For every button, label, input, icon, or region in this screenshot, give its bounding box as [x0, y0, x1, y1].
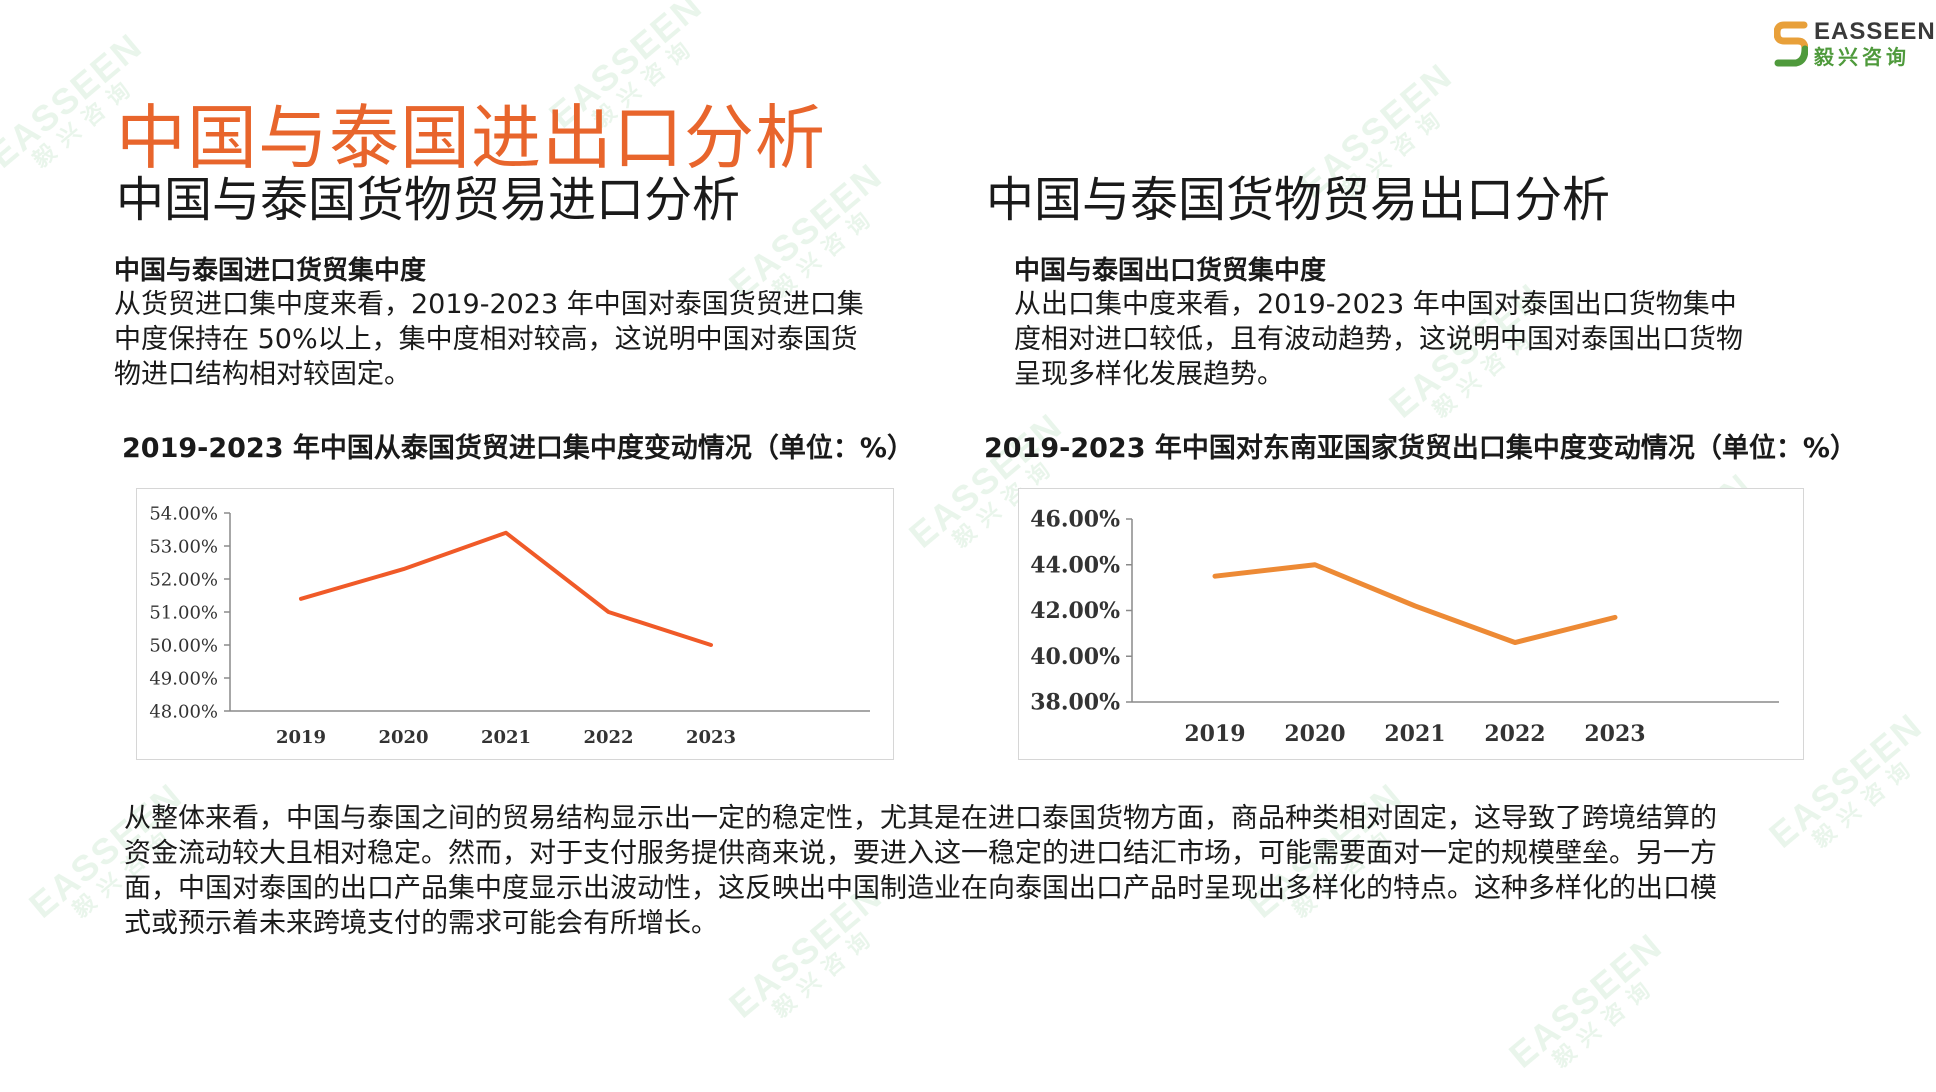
import-y-tick-label: 50.00%	[149, 635, 218, 656]
export-x-tick-label: 2023	[1584, 721, 1645, 747]
import-y-tick-label: 54.00%	[149, 503, 218, 524]
logo-s-icon	[1774, 21, 1808, 66]
watermark-text-cn: 毅兴咨询	[767, 201, 883, 303]
summary-line: 式或预示着未来跨境支付的需求可能会有所增长。	[124, 908, 718, 939]
import-data-point	[504, 531, 508, 535]
import-y-tick-label: 48.00%	[149, 701, 218, 722]
import-section-title: 中国与泰国货物贸易进口分析	[116, 172, 741, 228]
import-y-tick-label: 49.00%	[149, 668, 218, 689]
export-paragraph-line: 从出口集中度来看，2019-2023 年中国对泰国出口货物集中	[1014, 289, 1737, 320]
import-data-point	[709, 643, 713, 647]
import-x-tick-label: 2023	[686, 727, 736, 748]
import-y-tick-label: 53.00%	[149, 536, 218, 557]
summary-line: 从整体来看，中国与泰国之间的贸易结构显示出一定的稳定性，尤其是在进口泰国货物方面…	[124, 803, 1717, 834]
export-data-point	[1213, 574, 1217, 578]
export-chart-title: 2019-2023 年中国对东南亚国家货贸出口集中度变动情况（单位：%）	[984, 433, 1857, 464]
export-y-tick-label: 42.00%	[1030, 598, 1120, 624]
import-x-tick-label: 2022	[583, 727, 633, 748]
import-y-tick-label: 52.00%	[149, 569, 218, 590]
export-section-title: 中国与泰国货物贸易出口分析	[986, 172, 1611, 228]
import-y-tick-label: 51.00%	[149, 602, 218, 623]
export-paragraph-line: 呈现多样化发展趋势。	[1014, 359, 1284, 390]
import-chart: 54.00% 53.00% 52.00% 51.00% 50.00% 49.00% 48.0…	[136, 488, 894, 760]
export-data-point	[1313, 563, 1317, 567]
export-paragraph-line: 度相对进口较低，且有波动趋势，这说明中国对泰国出口货物	[1014, 324, 1743, 355]
export-x-tick-label: 2022	[1484, 721, 1545, 747]
export-data-point	[1413, 604, 1417, 608]
import-paragraph-line: 物进口结构相对较固定。	[114, 359, 411, 390]
import-data-point	[607, 610, 610, 614]
export-y-tick-label: 38.00%	[1030, 690, 1120, 716]
export-heading: 中国与泰国出口货贸集中度	[1014, 256, 1327, 286]
import-x-tick-label: 2021	[481, 727, 531, 748]
export-x-tick-label: 2021	[1384, 721, 1445, 747]
export-chart: 46.00% 44.00% 42.00% 40.00% 38.00% 2019 2020 20…	[1018, 488, 1804, 760]
import-data-point	[299, 597, 303, 601]
export-line-chart: 46.00% 44.00% 42.00% 40.00% 38.00% 2019 2020 20…	[1030, 507, 1779, 747]
company-logo: EASSEEN 毅兴咨询	[1774, 20, 1936, 67]
import-heading: 中国与泰国进口货贸集中度	[114, 256, 427, 286]
export-paragraph: 从出口集中度来看，2019-2023 年中国对泰国出口货物集中 度相对进口较低，…	[1014, 287, 1834, 392]
import-series-line	[299, 530, 713, 647]
watermark-text-en: EASSEEN	[1501, 924, 1671, 1076]
export-y-tick-label: 44.00%	[1030, 552, 1120, 578]
logo-text-en: EASSEEN	[1814, 18, 1936, 45]
export-data-point	[1513, 641, 1517, 645]
export-data-point	[1613, 615, 1617, 619]
summary-paragraph: 从整体来看，中国与泰国之间的贸易结构显示出一定的稳定性，尤其是在进口泰国货物方面…	[124, 801, 1824, 941]
import-x-tick-label: 2019	[276, 727, 326, 748]
export-x-tick-label: 2020	[1284, 721, 1345, 747]
import-paragraph: 从货贸进口集中度来看，2019-2023 年中国对泰国货贸进口集 中度保持在 5…	[114, 287, 934, 392]
page-title: 中国与泰国进出口分析	[116, 97, 826, 179]
export-x-tick-label: 2019	[1184, 721, 1245, 747]
import-paragraph-line: 中度保持在 50%以上，集中度相对较高，这说明中国对泰国货	[114, 324, 858, 355]
logo-text-cn: 毅兴咨询	[1814, 45, 1910, 69]
watermark-text-cn: 毅兴咨询	[1807, 751, 1923, 853]
import-data-point	[402, 567, 405, 571]
summary-line: 资金流动较大且相对稳定。然而，对于支付服务提供商来说，要进入这一稳定的进口结汇市…	[124, 838, 1717, 869]
import-paragraph-line: 从货贸进口集中度来看，2019-2023 年中国对泰国货贸进口集	[114, 289, 864, 320]
import-chart-title: 2019-2023 年中国从泰国货贸进口集中度变动情况（单位：%）	[122, 433, 914, 464]
export-series-line	[1212, 562, 1618, 646]
import-line-chart: 54.00% 53.00% 52.00% 51.00% 50.00% 49.00% 48.0…	[149, 503, 870, 748]
export-y-tick-label: 46.00%	[1030, 507, 1120, 533]
watermark-text-cn: 毅兴咨询	[1547, 971, 1663, 1073]
export-y-tick-label: 40.00%	[1030, 644, 1120, 670]
import-x-tick-label: 2020	[378, 727, 428, 748]
summary-line: 面，中国对泰国的出口产品集中度显示出波动性，这反映出中国制造业在向泰国出口产品时…	[124, 873, 1717, 904]
